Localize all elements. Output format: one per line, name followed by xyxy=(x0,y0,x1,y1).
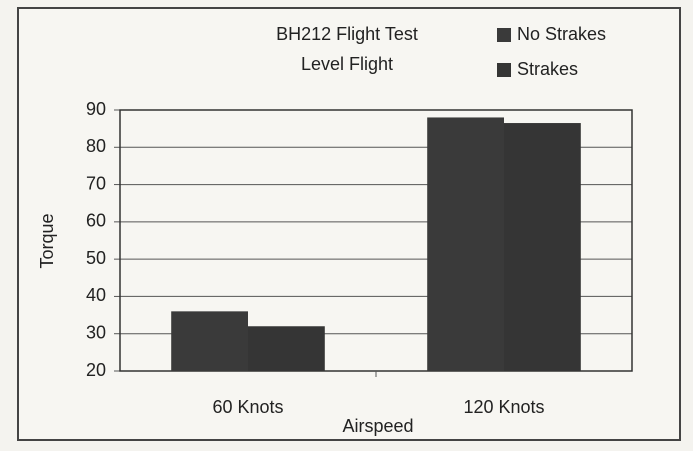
legend-label: Strakes xyxy=(517,59,578,79)
x-tick-label: 120 Knots xyxy=(463,397,544,417)
bar xyxy=(248,326,325,371)
y-tick-label: 60 xyxy=(86,211,106,231)
bar xyxy=(504,123,581,371)
bar xyxy=(427,117,504,371)
x-tick-label: 60 Knots xyxy=(212,397,283,417)
y-tick-label: 70 xyxy=(86,173,106,193)
y-axis-label: Torque xyxy=(37,213,57,268)
y-tick-label: 50 xyxy=(86,248,106,268)
x-axis-label: Airspeed xyxy=(342,416,413,436)
legend-swatch xyxy=(497,63,511,77)
y-tick-label: 80 xyxy=(86,136,106,156)
y-tick-label: 40 xyxy=(86,285,106,305)
bar xyxy=(171,311,248,371)
legend-label: No Strakes xyxy=(517,24,606,44)
y-tick-label: 20 xyxy=(86,360,106,380)
legend-swatch xyxy=(497,28,511,42)
chart-subtitle: Level Flight xyxy=(301,54,393,74)
y-tick-label: 90 xyxy=(86,99,106,119)
y-tick-label: 30 xyxy=(86,322,106,342)
chart-title: BH212 Flight Test xyxy=(276,24,418,44)
